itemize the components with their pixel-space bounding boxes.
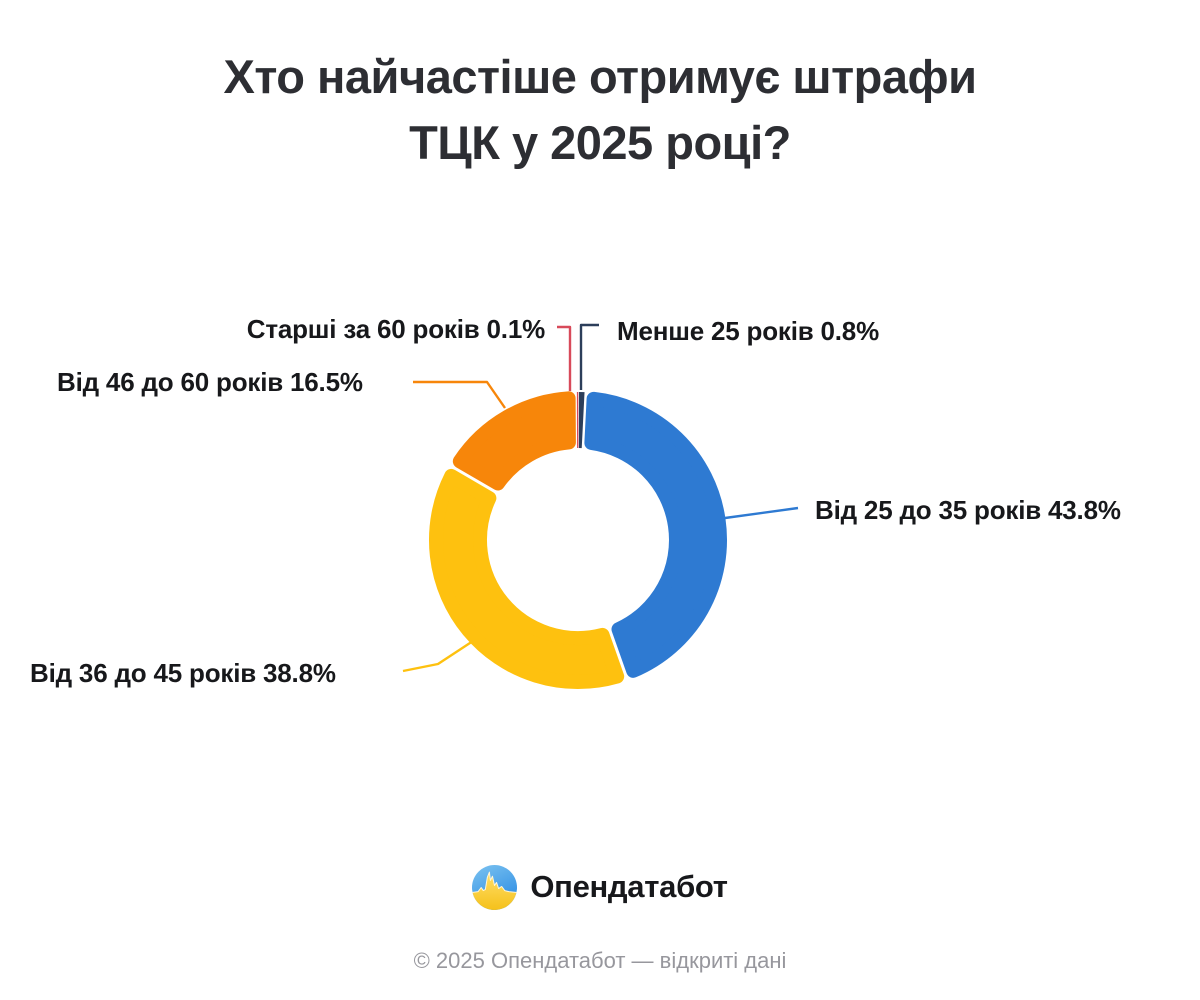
slice-label-36-45: Від 36 до 45 років 38.8% — [30, 658, 336, 688]
pie-slice-1 — [584, 391, 728, 678]
brand-footer: Опендатабот — [0, 863, 1200, 911]
pie-slice-2 — [429, 468, 625, 689]
chart-title-line2: ТЦК у 2025 році? — [409, 116, 791, 169]
slice-label-under-25: Менше 25 років 0.8% — [617, 316, 879, 346]
slice-label-46-60: Від 46 до 60 років 16.5% — [57, 367, 363, 397]
chart-title: Хто найчастіше отримує штрафи ТЦК у 2025… — [0, 44, 1200, 176]
copyright-text: © 2025 Опендатабот — відкриті дані — [413, 948, 787, 973]
slice-label-over-60: Старші за 60 років 0.1% — [246, 314, 545, 344]
leader-line-over-60 — [557, 325, 572, 391]
opendatabot-logo-icon — [472, 864, 518, 910]
chart-title-line1: Хто найчастіше отримує штрафи — [223, 50, 977, 103]
leader-line-under-25 — [579, 323, 599, 390]
slice-label-25-35: Від 25 до 35 років 43.8% — [815, 495, 1121, 525]
pie-slice-0 — [578, 392, 585, 449]
brand-name: Опендатабот — [530, 869, 728, 904]
leader-line-36-45 — [402, 639, 474, 673]
pie-slice-3 — [452, 391, 576, 491]
leader-line-25-35 — [724, 506, 799, 520]
leader-line-46-60 — [413, 380, 506, 409]
